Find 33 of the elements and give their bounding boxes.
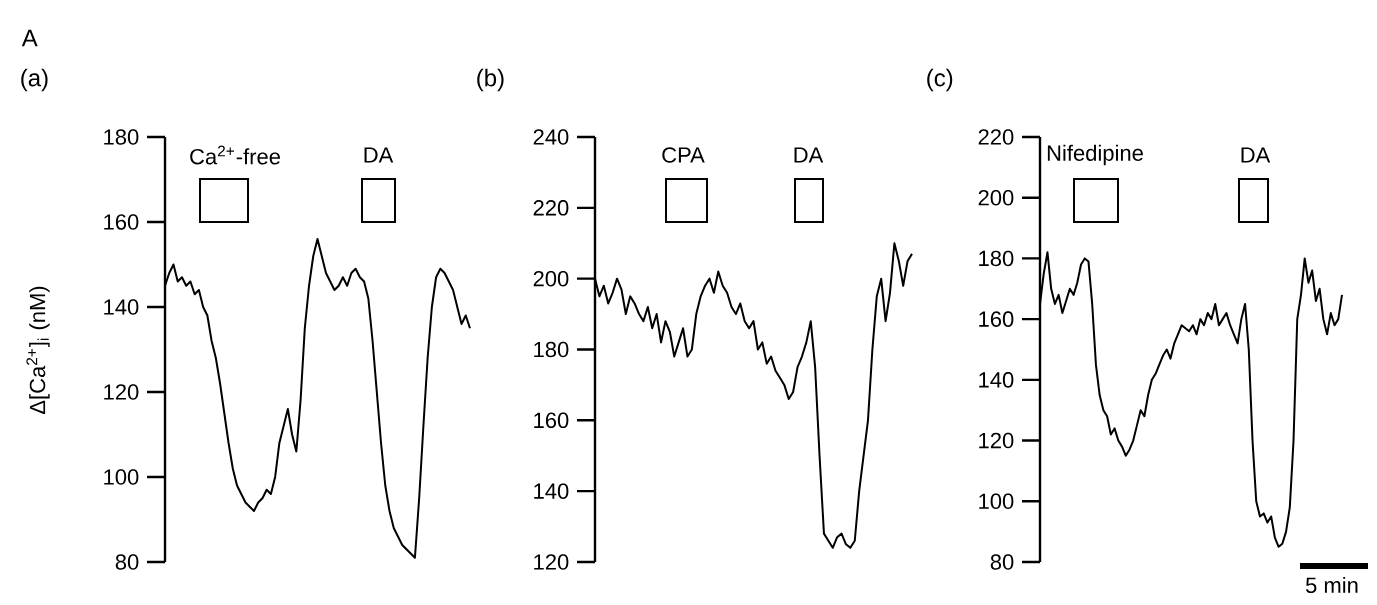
y-tick-label: 180 bbox=[534, 341, 569, 358]
chart-title: (a) bbox=[21, 68, 48, 92]
y-tick-label: 240 bbox=[533, 129, 569, 145]
chart-title: (c) bbox=[927, 68, 953, 92]
text: A bbox=[21, 29, 38, 47]
y-tick-label: 120 bbox=[104, 384, 139, 400]
y-tick-label: 140 bbox=[534, 483, 569, 499]
y-tick-label: 160 bbox=[534, 412, 569, 429]
text: 5 min bbox=[1305, 576, 1358, 594]
annotation: Nifedipine bbox=[1047, 144, 1143, 166]
y-tick-label: 180 bbox=[979, 250, 1014, 267]
chart-title: (b) bbox=[477, 68, 504, 92]
y-tick-label: 220 bbox=[978, 129, 1014, 145]
annotation: DA bbox=[1241, 147, 1271, 163]
y-axis-title: Δ[Ca$^{2+}$]$_{i}$ (nM) bbox=[26, 286, 50, 414]
y-tick-label: 100 bbox=[979, 493, 1014, 510]
y-tick-label: 220 bbox=[533, 200, 569, 216]
y-tick-label: 80 bbox=[990, 554, 1014, 570]
y-tick-label: 100 bbox=[104, 469, 139, 485]
y-tick-label: 140 bbox=[104, 299, 139, 315]
annotation: DA bbox=[794, 147, 824, 163]
y-tick-label: 180 bbox=[104, 129, 139, 145]
annotation: Ca$^{2+}$-free bbox=[190, 145, 280, 165]
annotation: DA bbox=[364, 147, 394, 163]
annotation: CPA bbox=[662, 147, 705, 163]
y-tick-label: 160 bbox=[979, 311, 1014, 327]
y-tick-label: 160 bbox=[104, 214, 139, 230]
y-tick-label: 200 bbox=[533, 270, 569, 287]
y-tick-label: 200 bbox=[978, 189, 1014, 206]
y-tick-label: 80 bbox=[115, 554, 139, 570]
y-tick-label: 120 bbox=[534, 554, 569, 570]
y-tick-label: 140 bbox=[979, 372, 1014, 388]
y-tick-label: 120 bbox=[979, 432, 1014, 449]
